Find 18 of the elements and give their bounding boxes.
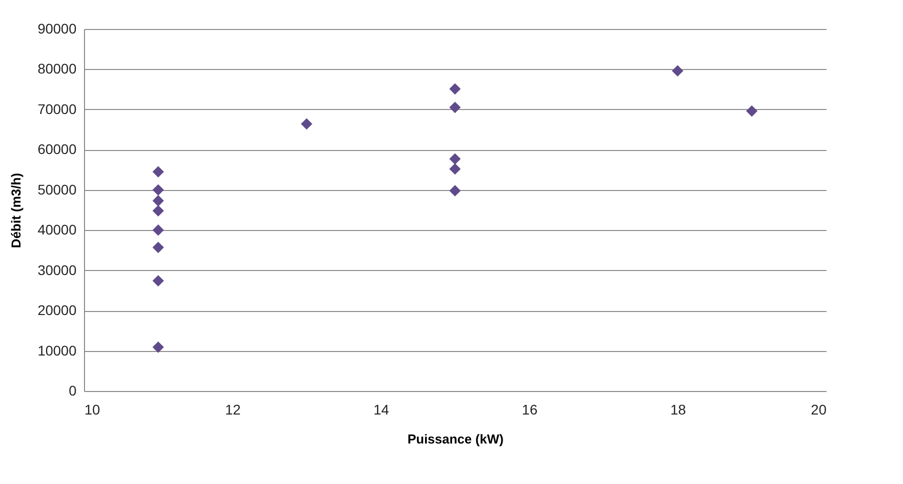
x-tick-label: 18 bbox=[670, 402, 686, 418]
x-tick-label: 20 bbox=[810, 402, 827, 418]
y-tick-label: 80000 bbox=[38, 60, 77, 77]
y-tick-label: 0 bbox=[68, 382, 77, 398]
y-tick-label: 90000 bbox=[38, 20, 77, 36]
x-axis-title: Puissance (kW) bbox=[407, 432, 504, 446]
y-tick-label: 40000 bbox=[38, 222, 77, 238]
x-tick-label: 10 bbox=[84, 402, 100, 418]
x-tick-label: 16 bbox=[522, 402, 538, 418]
y-tick-label: 30000 bbox=[38, 262, 77, 278]
y-tick-label: 10000 bbox=[38, 342, 77, 358]
y-axis-title: Débit (m3/h) bbox=[8, 172, 24, 248]
y-tick-label: 60000 bbox=[38, 141, 77, 158]
y-tick-label: 70000 bbox=[38, 100, 77, 117]
x-tick-label: 14 bbox=[374, 402, 390, 418]
y-tick-label: 20000 bbox=[38, 302, 77, 318]
x-tick-label: 12 bbox=[225, 402, 241, 418]
y-tick-label: 50000 bbox=[38, 181, 77, 198]
